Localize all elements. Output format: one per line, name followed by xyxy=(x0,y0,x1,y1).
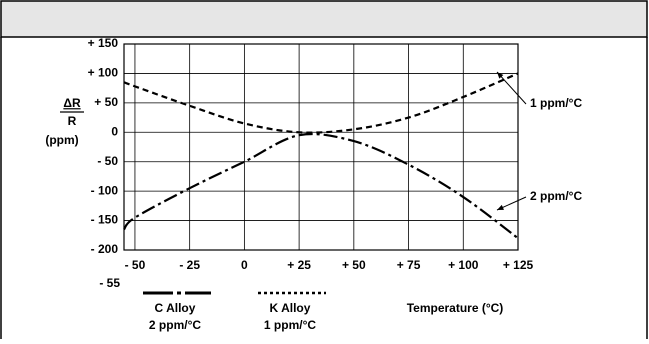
y-label-numerator: ΔR xyxy=(63,96,81,110)
x-tick-label: - 25 xyxy=(179,258,200,272)
header-bar xyxy=(0,0,648,38)
x-label: Temperature (°C) xyxy=(407,301,504,315)
annotation-arrow xyxy=(496,71,527,105)
y-tick-label: + 50 xyxy=(94,95,118,109)
arrow-head xyxy=(497,72,504,79)
x-tick-label: + 125 xyxy=(503,258,534,272)
x-tick-label: + 100 xyxy=(448,258,479,272)
y-tick-label: - 150 xyxy=(91,213,119,227)
legend-label: K Alloy xyxy=(270,301,311,315)
plot-frame xyxy=(123,43,519,251)
x-tick-label: + 25 xyxy=(287,258,311,272)
x-tick-label: - 55 xyxy=(99,276,120,290)
x-tick-label: + 75 xyxy=(397,258,421,272)
legend-sublabel: 1 ppm/°C xyxy=(264,318,316,332)
y-label-denominator: R xyxy=(68,114,77,128)
y-label-unit: (ppm) xyxy=(45,133,78,147)
y-tick-label: - 100 xyxy=(91,183,119,197)
x-tick-label: - 50 xyxy=(125,258,146,272)
series-line xyxy=(123,132,519,240)
annotation: 2 ppm/°C xyxy=(530,189,582,203)
y-tick-label: + 150 xyxy=(88,36,119,50)
legend-sublabel: 2 ppm/°C xyxy=(149,318,201,332)
arrow-head xyxy=(497,204,504,210)
y-tick-label: - 200 xyxy=(91,242,119,256)
annotation: 1 ppm/°C xyxy=(530,96,582,110)
legend-label: C Alloy xyxy=(155,301,196,315)
x-tick-label: 0 xyxy=(241,258,248,272)
x-tick-label: + 50 xyxy=(342,258,366,272)
y-tick-label: + 100 xyxy=(88,66,119,80)
y-tick-label: - 50 xyxy=(97,154,118,168)
y-tick-label: 0 xyxy=(111,124,118,138)
series-line xyxy=(123,72,519,134)
